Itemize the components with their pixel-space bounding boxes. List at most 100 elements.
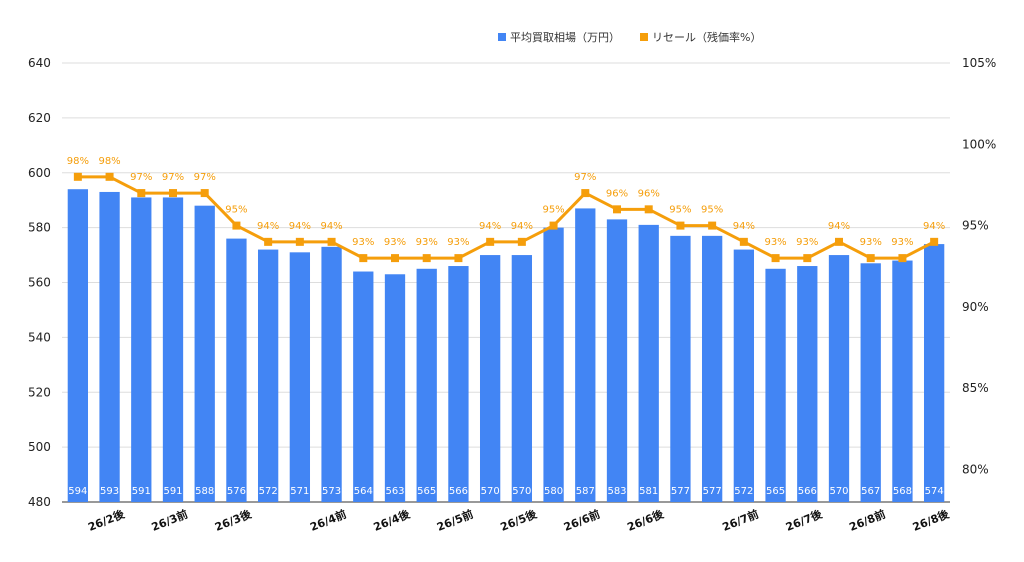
line-point xyxy=(803,254,812,263)
y-right-tick-label: 90% xyxy=(962,300,989,314)
y-right-tick-label: 95% xyxy=(962,219,989,233)
x-tick-label: 26/6後 xyxy=(625,506,666,534)
line-point xyxy=(391,254,399,263)
y-left-tick-label: 620 xyxy=(28,111,51,125)
line-value-label: 93% xyxy=(416,237,438,248)
line-value-label: 94% xyxy=(923,221,945,232)
bar xyxy=(289,252,311,502)
bar xyxy=(860,263,881,502)
bar-value-label: 580 xyxy=(544,486,563,497)
line-point xyxy=(708,221,717,230)
line-value-label: 93% xyxy=(860,237,882,248)
line-value-label: 94% xyxy=(479,221,501,232)
line-point xyxy=(359,254,368,263)
line-series: 98% 98% 97% 97% 97% 95% 94% 94% 94% 93% 93% 93% 93% 9… xyxy=(67,156,945,263)
line-point xyxy=(200,189,209,198)
bar xyxy=(353,271,374,502)
line-point xyxy=(930,237,939,246)
bar xyxy=(226,238,247,502)
x-tick-label: 26/7前 xyxy=(720,507,760,534)
bar-value-label: 566 xyxy=(449,486,468,497)
x-tick-label: 26/8前 xyxy=(847,507,887,534)
y-right-tick-label: 85% xyxy=(962,381,989,395)
bar-value-label: 566 xyxy=(798,486,817,497)
line-value-label: 93% xyxy=(764,237,786,248)
bar-value-label: 587 xyxy=(576,486,595,497)
line-value-label: 94% xyxy=(511,221,533,232)
line-value-label: 94% xyxy=(257,221,279,232)
line-point xyxy=(295,237,304,246)
bar xyxy=(321,246,342,502)
bar-value-label: 577 xyxy=(703,486,722,497)
x-tick-label: 26/3後 xyxy=(213,506,254,534)
line-value-label: 97% xyxy=(194,172,216,183)
bar-value-label: 591 xyxy=(132,486,151,497)
line-point xyxy=(835,237,843,246)
bar xyxy=(765,268,786,502)
legend: 平均買取相場（万円） リセール（残価率%） xyxy=(498,30,761,44)
bar-value-label: 572 xyxy=(259,486,278,497)
bar-value-label: 565 xyxy=(766,486,785,497)
bar-value-label: 567 xyxy=(861,486,880,497)
line-value-label: 95% xyxy=(669,205,691,216)
line-point xyxy=(898,254,907,263)
bar xyxy=(162,197,184,502)
legend-swatch xyxy=(640,33,648,41)
bar xyxy=(797,266,818,502)
bar xyxy=(384,274,406,502)
line-point xyxy=(549,221,558,230)
bar-value-label: 565 xyxy=(417,486,436,497)
line-value-label: 94% xyxy=(289,221,311,232)
bar xyxy=(416,268,437,502)
line-point xyxy=(676,221,685,230)
y-left-tick-label: 540 xyxy=(28,330,51,344)
line-value-label: 98% xyxy=(98,156,120,167)
line-point xyxy=(771,254,780,263)
bar xyxy=(923,244,945,502)
bar xyxy=(606,219,628,503)
y-left-tick-label: 600 xyxy=(28,166,51,180)
line-value-label: 95% xyxy=(542,205,564,216)
bar xyxy=(67,189,89,502)
y-left-tick-label: 520 xyxy=(28,385,51,399)
bar xyxy=(733,249,755,502)
y-right-tick-label: 80% xyxy=(962,462,989,476)
line-value-label: 98% xyxy=(67,156,89,167)
y-left-tick-label: 640 xyxy=(28,56,51,70)
y-left-tick-label: 500 xyxy=(28,440,51,454)
bar xyxy=(257,249,279,502)
line-value-label: 93% xyxy=(891,237,913,248)
legend-label: リセール（残価率%） xyxy=(652,30,761,44)
bar-value-label: 577 xyxy=(671,486,690,497)
bar-value-label: 576 xyxy=(227,486,246,497)
bar-value-label: 564 xyxy=(354,486,373,497)
y-left-tick-label: 480 xyxy=(28,495,51,509)
x-tick-label: 26/4後 xyxy=(371,506,412,534)
bar-series: 594 593 591 591 588 576 572 571 573 564 563 565 566 5… xyxy=(67,189,945,503)
resale-line xyxy=(77,175,935,260)
bar-value-label: 570 xyxy=(512,486,531,497)
x-tick-label: 26/2後 xyxy=(86,506,127,534)
bar-value-label: 573 xyxy=(322,486,341,497)
bar xyxy=(575,208,596,502)
x-tick-label: 26/5前 xyxy=(435,507,475,534)
bar-value-label: 594 xyxy=(68,486,87,497)
line-value-label: 97% xyxy=(162,172,184,183)
bar xyxy=(99,191,120,503)
x-tick-label: 26/4前 xyxy=(308,507,348,534)
line-value-label: 97% xyxy=(130,172,152,183)
y-right-tick-label: 105% xyxy=(962,56,996,70)
line-value-label: 96% xyxy=(638,188,660,199)
line-point xyxy=(169,189,177,198)
y-left-tick-label: 580 xyxy=(28,221,51,235)
line-point xyxy=(327,237,336,246)
line-value-label: 93% xyxy=(352,237,374,248)
y-right-tick-label: 100% xyxy=(962,137,996,151)
line-point xyxy=(232,221,241,230)
line-value-label: 94% xyxy=(733,221,755,232)
line-value-label: 95% xyxy=(701,205,723,216)
x-tick-label: 26/8後 xyxy=(910,506,951,534)
bar-value-label: 593 xyxy=(100,486,119,497)
